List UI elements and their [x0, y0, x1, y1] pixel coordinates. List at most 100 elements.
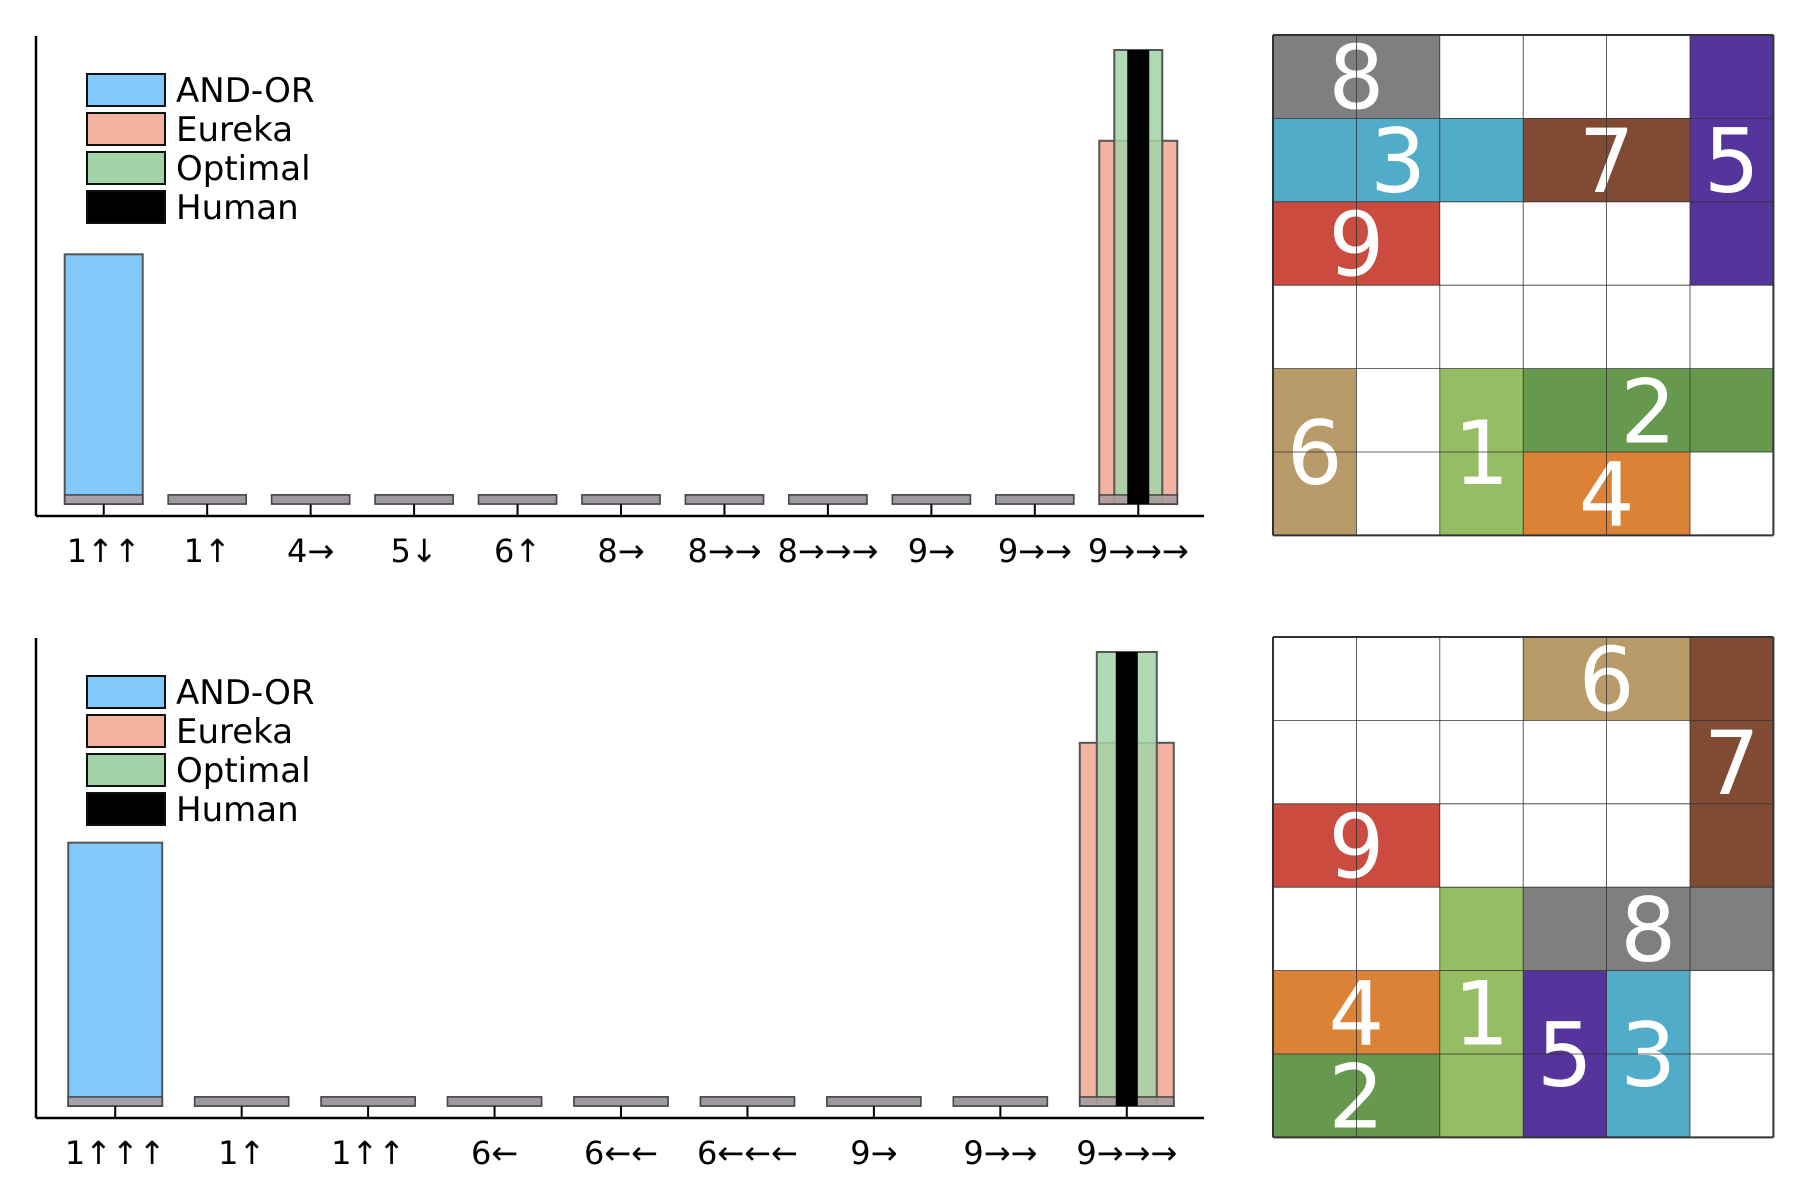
top-x-tick-label: 8→→→ — [778, 532, 879, 570]
bottom-x-tick-label: 6←← — [584, 1134, 658, 1172]
bottom-x-tick-label: 9→→ — [963, 1134, 1037, 1172]
top-x-tick-label: 4→ — [287, 532, 334, 570]
top-grid-piece-6 — [1273, 368, 1357, 452]
top-bar-base — [788, 494, 868, 505]
top-chart-svg: 1↑↑ 1↑ 4→ 5↓ 6↑ 8→ 8→→ 8→→→ 9→ 9→→ 9→→→ AND-OREurek… — [34, 27, 1775, 570]
bottom-bar-base — [699, 1096, 796, 1107]
bottom-legend-label: Optimal — [176, 751, 311, 791]
top-x-tick-label: 5↓ — [391, 532, 438, 570]
top-x-tick-label: 8→ — [597, 532, 644, 570]
bottom-grid-piece-6 — [1523, 637, 1607, 721]
top-grid-piece-2 — [1690, 368, 1774, 452]
top-grid-piece-3 — [1356, 118, 1440, 202]
bottom-grid-piece-7 — [1690, 720, 1774, 804]
top-x-tick-label: 1↑ — [184, 532, 231, 570]
bottom-grid-piece-1 — [1439, 970, 1524, 1054]
top-grid-piece-label: 2 — [1620, 360, 1676, 463]
top-grid-piece-5 — [1690, 35, 1774, 119]
bottom-legend-swatch-optimal — [86, 753, 166, 787]
bottom-bar-andor — [67, 841, 164, 1107]
top-x-tick-label: 9→→→ — [1088, 532, 1189, 570]
bottom-bar-base — [826, 1096, 922, 1107]
bottom-x-tick-label: 1↑ — [218, 1134, 265, 1172]
top-bar-base — [581, 494, 661, 505]
top-grid-piece-5 — [1690, 118, 1774, 202]
bottom-grid-piece-label: 3 — [1620, 1004, 1676, 1107]
top-grid-piece-1 — [1439, 452, 1524, 536]
bottom-legend-label: AND-OR — [176, 673, 314, 713]
top-grid-piece-1 — [1439, 368, 1524, 452]
top-grid-piece-label: 1 — [1454, 402, 1510, 505]
bottom-panel: 1↑↑↑ 1↑ 1↑↑ 6← 6←← 6←←← 9→ 9→→ 9→→→ AND-OR Eureka O… — [0, 602, 1800, 1202]
top-legend-swatch-eureka — [86, 112, 166, 146]
bottom-x-tick-label: 1↑↑ — [331, 1134, 405, 1172]
top-grid-piece-3 — [1439, 118, 1524, 202]
top-bar-human — [1127, 50, 1150, 504]
top-grid-piece-6 — [1273, 452, 1357, 536]
top-legend-swatch-human — [86, 190, 166, 224]
top-grid-piece-9 — [1273, 201, 1357, 286]
top-legend-label: Optimal — [176, 149, 311, 189]
top-grid-piece-2 — [1523, 368, 1607, 452]
top-x-tick-label: 9→ — [908, 532, 955, 570]
top-bar-base — [270, 494, 351, 505]
bottom-grid-piece-5 — [1523, 970, 1607, 1054]
bottom-grid-piece-2 — [1273, 1054, 1357, 1138]
top-bar-andor — [63, 253, 144, 505]
bottom-legend-label: Eureka — [176, 712, 293, 752]
bottom-grid-piece-label: 7 — [1704, 712, 1760, 815]
top-grid-piece-4 — [1606, 452, 1690, 536]
bottom-grid-piece-4 — [1273, 970, 1357, 1054]
top-bar-base — [477, 494, 558, 505]
bottom-bar-base — [193, 1096, 290, 1107]
bottom-grid-piece-3 — [1606, 970, 1690, 1054]
top-bar-base — [63, 494, 144, 505]
top-grid-piece-4 — [1523, 452, 1607, 536]
bottom-bar-base — [446, 1096, 543, 1107]
bottom-x-tick-label: 1↑↑↑ — [65, 1134, 166, 1172]
bottom-grid-piece-4 — [1356, 970, 1440, 1054]
bottom-grid-piece-5 — [1523, 1054, 1607, 1138]
bottom-grid-piece-8 — [1606, 887, 1690, 971]
bottom-grid-piece-2 — [1356, 1054, 1440, 1138]
bottom-grid-piece-9 — [1356, 803, 1440, 888]
bottom-grid-piece-8 — [1523, 887, 1607, 971]
top-grid-piece-8 — [1356, 35, 1440, 119]
bottom-grid-piece-1 — [1439, 887, 1524, 971]
bottom-grid-piece-9 — [1273, 803, 1357, 888]
bottom-legend-swatch-eureka — [86, 714, 166, 748]
bottom-x-tick-label: 6←←← — [697, 1134, 798, 1172]
top-legend-label: Eureka — [176, 110, 293, 150]
bottom-x-tick-label: 9→→→ — [1076, 1134, 1177, 1172]
top-legend-swatch-optimal — [86, 151, 166, 185]
bottom-legend-label: Human — [176, 790, 299, 830]
top-x-tick-label: 9→→ — [998, 532, 1072, 570]
top-grid-piece-label: 5 — [1704, 110, 1760, 213]
bottom-grid-piece-7 — [1690, 803, 1774, 888]
bottom-grid-piece-label: 8 — [1620, 879, 1676, 982]
top-grid-piece-3 — [1273, 118, 1357, 202]
bottom-bar-base — [952, 1096, 1049, 1107]
top-bar-base — [167, 494, 247, 505]
top-x-tick-label: 6↑ — [494, 532, 541, 570]
top-bar-base — [891, 494, 972, 505]
bottom-legend-swatch-human — [86, 792, 166, 826]
bottom-bar-human — [1115, 652, 1138, 1106]
bottom-grid-piece-3 — [1606, 1054, 1690, 1138]
top-grid-piece-label: 3 — [1370, 110, 1426, 213]
bottom-grid-piece-8 — [1690, 887, 1774, 971]
bottom-bar-base — [67, 1096, 163, 1107]
top-legend-swatch-and-or — [86, 73, 166, 107]
top-panel: 1↑↑ 1↑ 4→ 5↓ 6↑ 8→ 8→→ 8→→→ 9→ 9→→ 9→→→ AND-OR Eurek… — [0, 0, 1800, 600]
top-x-tick-label: 8→→ — [687, 532, 761, 570]
top-grid-piece-5 — [1690, 201, 1774, 286]
top-grid-piece-9 — [1356, 201, 1440, 286]
bottom-bar-base — [573, 1096, 669, 1107]
top-bar-base — [374, 494, 454, 505]
bottom-chart-svg: 1↑↑↑ 1↑ 1↑↑ 6← 6←← 6←←← 9→ 9→→ 9→→→ AND-OREurekaO… — [34, 629, 1775, 1172]
top-bar-base — [684, 494, 765, 505]
bottom-x-tick-label: 9→ — [850, 1134, 897, 1172]
top-x-tick-label: 1↑↑ — [67, 532, 141, 570]
bottom-x-tick-label: 6← — [471, 1134, 518, 1172]
bottom-grid-piece-1 — [1439, 1054, 1524, 1138]
